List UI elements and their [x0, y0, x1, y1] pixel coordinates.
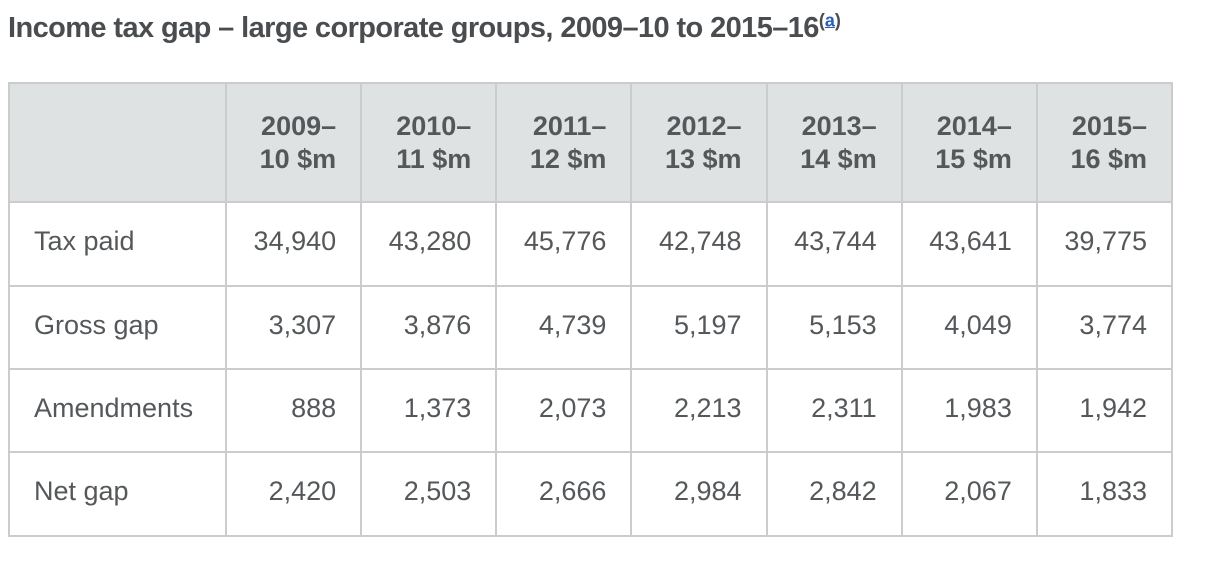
cell-value: 3,876	[360, 284, 498, 370]
col-header-2014-15: 2014– 15 $m	[900, 82, 1038, 204]
page-title: Income tax gap – large corporate groups,…	[8, 10, 1210, 45]
cell-value: 888	[224, 367, 363, 454]
footnote-close-paren: )	[834, 10, 841, 31]
cell-value: 5,153	[765, 284, 903, 370]
table-header-row: 2009– 10 $m 2010– 11 $m 2011– 12 $m 2012– 13…	[8, 82, 1174, 204]
cell-value: 2,067	[900, 451, 1038, 537]
cell-value: 4,739	[495, 284, 633, 370]
col-header-line1: 2013–	[801, 111, 877, 142]
col-header-2012-13: 2012– 13 $m	[630, 82, 768, 204]
table-row-net-gap: Net gap 2,420 2,503 2,666 2,984 2,842 2,…	[8, 451, 1174, 537]
cell-value: 1,983	[900, 367, 1038, 454]
cell-value: 34,940	[224, 201, 363, 287]
cell-value: 2,503	[360, 451, 498, 537]
cell-value: 42,748	[630, 201, 768, 287]
col-header-2009-10: 2009– 10 $m	[224, 82, 363, 204]
col-header-2011-12: 2011– 12 $m	[495, 82, 633, 204]
col-header-line2: 14 $m	[800, 143, 877, 174]
cell-value: 3,307	[224, 284, 363, 370]
cell-value: 5,197	[630, 284, 768, 370]
cell-value: 3,774	[1035, 284, 1174, 370]
col-header-2015-16: 2015– 16 $m	[1035, 82, 1174, 204]
cell-value: 39,775	[1035, 201, 1174, 287]
cell-value: 43,744	[765, 201, 903, 287]
cell-value: 2,666	[495, 451, 633, 537]
cell-value: 1,833	[1035, 451, 1174, 537]
cell-value: 1,373	[360, 367, 498, 454]
cell-value: 2,213	[630, 367, 768, 454]
table-row-amendments: Amendments 888 1,373 2,073 2,213 2,311 1…	[8, 367, 1174, 454]
col-header-2010-11: 2010– 11 $m	[360, 82, 498, 204]
cell-value: 2,311	[765, 367, 903, 454]
col-header-line1: 2015–	[1071, 111, 1147, 142]
cell-value: 43,280	[360, 201, 498, 287]
footnote-link[interactable]: a	[824, 10, 835, 31]
cell-value: 4,049	[900, 284, 1038, 370]
col-header-line1: 2011–	[532, 111, 607, 142]
col-header-line1: 2009–	[261, 111, 337, 142]
footnote-open-paren: (	[818, 10, 825, 31]
row-label: Tax paid	[8, 201, 227, 287]
cell-value: 2,842	[765, 451, 903, 537]
col-header-line2: 11 $m	[396, 143, 472, 174]
row-label: Net gap	[8, 451, 227, 537]
table-row-tax-paid: Tax paid 34,940 43,280 45,776 42,748 43,…	[8, 201, 1174, 287]
cell-value: 2,420	[224, 451, 363, 537]
col-header-line2: 12 $m	[529, 143, 607, 174]
cell-value: 2,984	[630, 451, 768, 537]
col-header-2013-14: 2013– 14 $m	[765, 82, 903, 204]
col-header-line1: 2010–	[396, 111, 472, 142]
col-header-line2: 10 $m	[259, 143, 337, 174]
table-body: Tax paid 34,940 43,280 45,776 42,748 43,…	[8, 201, 1174, 537]
footnote-ref: (a)	[819, 10, 841, 30]
cell-value: 43,641	[900, 201, 1038, 287]
table-header: 2009– 10 $m 2010– 11 $m 2011– 12 $m 2012– 13…	[8, 82, 1174, 204]
table-row-gross-gap: Gross gap 3,307 3,876 4,739 5,197 5,153 …	[8, 284, 1174, 370]
cell-value: 2,073	[495, 367, 633, 454]
col-header-line1: 2012–	[666, 111, 742, 142]
page-title-text: Income tax gap – large corporate groups,…	[8, 12, 819, 44]
row-label: Gross gap	[8, 284, 227, 370]
income-tax-gap-table: 2009– 10 $m 2010– 11 $m 2011– 12 $m 2012– 13…	[8, 82, 1174, 537]
col-header-line1: 2014–	[936, 111, 1012, 142]
corner-cell	[8, 82, 227, 204]
col-header-line2: 15 $m	[935, 143, 1012, 174]
col-header-line2: 13 $m	[665, 143, 742, 174]
cell-value: 1,942	[1035, 367, 1174, 454]
col-header-line2: 16 $m	[1070, 143, 1147, 174]
cell-value: 45,776	[495, 201, 633, 287]
row-label: Amendments	[8, 367, 227, 454]
